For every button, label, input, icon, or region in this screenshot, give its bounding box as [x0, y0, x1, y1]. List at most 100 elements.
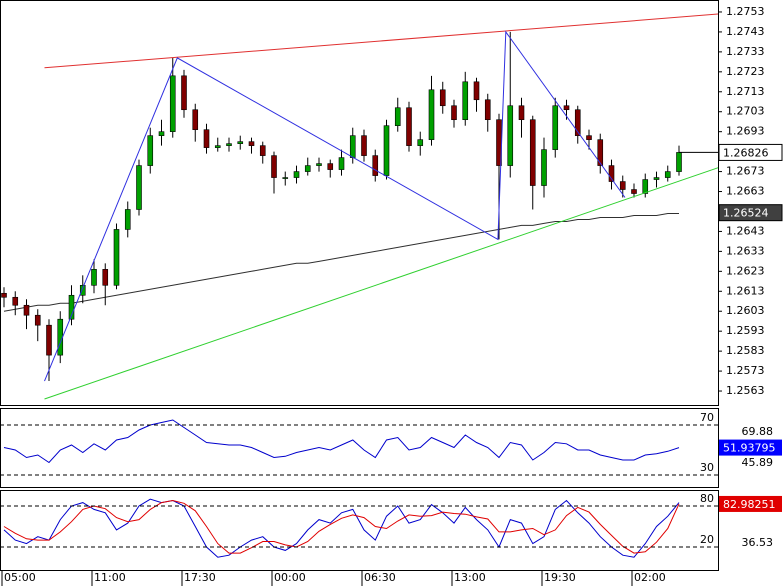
indicator-plot	[3, 498, 680, 558]
candle-body	[102, 269, 109, 286]
candle-body	[642, 179, 649, 194]
candle-body	[406, 107, 412, 146]
candle-body	[372, 155, 379, 176]
y-tick-label: 1.2673	[726, 165, 765, 178]
candle-body	[304, 165, 311, 172]
candle-body	[214, 145, 221, 148]
indicator-plot	[3, 419, 680, 464]
candle-body	[383, 125, 390, 176]
current-value-label: 51.93795	[723, 442, 776, 455]
candle-body	[91, 269, 97, 286]
candle-body	[574, 109, 581, 136]
candle-body	[192, 109, 199, 130]
candle-body	[259, 145, 266, 156]
level-label: 80	[700, 492, 714, 505]
candle-body	[529, 119, 536, 186]
y-tick-label: 1.2743	[726, 25, 765, 38]
candle-body	[237, 141, 244, 144]
candle-body	[428, 89, 435, 140]
y-tick-label: 1.2563	[726, 384, 765, 397]
y-tick-label: 1.2573	[726, 364, 765, 377]
candle-body	[136, 165, 142, 210]
indicator-line	[3, 498, 680, 558]
stochastic-panel	[0, 490, 719, 571]
price-marker-box	[718, 143, 783, 161]
x-tick-label: 19:30	[544, 571, 576, 584]
candle-body	[46, 324, 52, 356]
candle-body	[631, 189, 637, 194]
x-tick-label: 00:00	[274, 571, 306, 584]
candle-body	[676, 152, 682, 172]
candle-body	[473, 81, 480, 101]
trendline	[44, 13, 718, 69]
y-tick-label: 1.2693	[726, 125, 765, 138]
y-tick-label: 1.2703	[726, 105, 765, 118]
y-tick-label: 1.2593	[726, 324, 765, 337]
candle-body	[338, 157, 345, 170]
y-tick-label: 1.2613	[726, 284, 765, 297]
x-tick-label: 06:30	[364, 571, 396, 584]
y-tick-label: 1.2603	[726, 304, 765, 317]
candle-body	[664, 171, 671, 178]
candle-body	[451, 105, 457, 121]
candle-body	[462, 81, 469, 121]
moving-average	[3, 213, 679, 312]
candle-body	[293, 171, 300, 178]
indicator-line	[3, 419, 680, 464]
rsi-panel	[0, 408, 719, 488]
y-tick-label: 1.2713	[726, 85, 765, 98]
candle-body	[518, 105, 525, 121]
y-tick-label: 1.2643	[726, 224, 765, 237]
y-tick-label: 1.2623	[726, 264, 765, 277]
y-tick-label: 1.2753	[726, 5, 765, 18]
y-tick-label: 1.2723	[726, 65, 765, 78]
x-tick-label: 05:00	[4, 571, 36, 584]
candle-body	[147, 135, 154, 166]
candle-body	[541, 149, 547, 186]
candle-body	[271, 155, 277, 178]
candle-body	[158, 131, 165, 136]
candle-body	[619, 181, 626, 190]
trendline	[44, 167, 718, 400]
price-marker-box	[718, 204, 783, 222]
candle-body	[608, 165, 615, 182]
candle-body	[653, 177, 660, 180]
x-tick-label: 17:30	[184, 571, 216, 584]
candle-body	[361, 135, 367, 156]
x-tick-label: 13:00	[454, 571, 486, 584]
candle-body	[181, 75, 187, 111]
candle-body	[439, 89, 446, 107]
candle-body	[226, 143, 232, 146]
level-label: 30	[700, 461, 714, 474]
candle-body	[563, 105, 570, 111]
scale-label: 45.89	[742, 456, 774, 469]
price-marker-label: 1.26524	[723, 207, 769, 220]
candle-body	[586, 135, 592, 140]
candle-body	[34, 314, 41, 326]
x-tick-label: 02:00	[634, 571, 666, 584]
candle-body	[12, 296, 19, 306]
price-marker-label: 1.26826	[723, 146, 769, 159]
candle-body	[597, 139, 604, 166]
candle-body	[203, 129, 210, 148]
y-tick-label: 1.2733	[726, 45, 765, 58]
candle-body	[417, 139, 424, 146]
candle-body	[484, 99, 491, 121]
level-label: 20	[700, 533, 714, 546]
candle-body	[507, 105, 514, 166]
candle-body	[79, 284, 86, 296]
x-tick-label: 11:00	[94, 571, 126, 584]
candle-body	[248, 141, 255, 146]
indicator-line	[3, 499, 680, 554]
y-tick-label: 1.2633	[726, 244, 765, 257]
current-value-box	[719, 495, 782, 512]
current-value-label: 82.98251	[723, 498, 776, 511]
candle-body	[124, 209, 131, 230]
candle-body	[282, 177, 289, 179]
price-panel	[0, 0, 719, 406]
y-tick-label: 1.2583	[726, 344, 765, 357]
candle-body	[327, 163, 334, 170]
scale-label: 36.53	[742, 536, 774, 549]
candle-body	[57, 318, 64, 356]
